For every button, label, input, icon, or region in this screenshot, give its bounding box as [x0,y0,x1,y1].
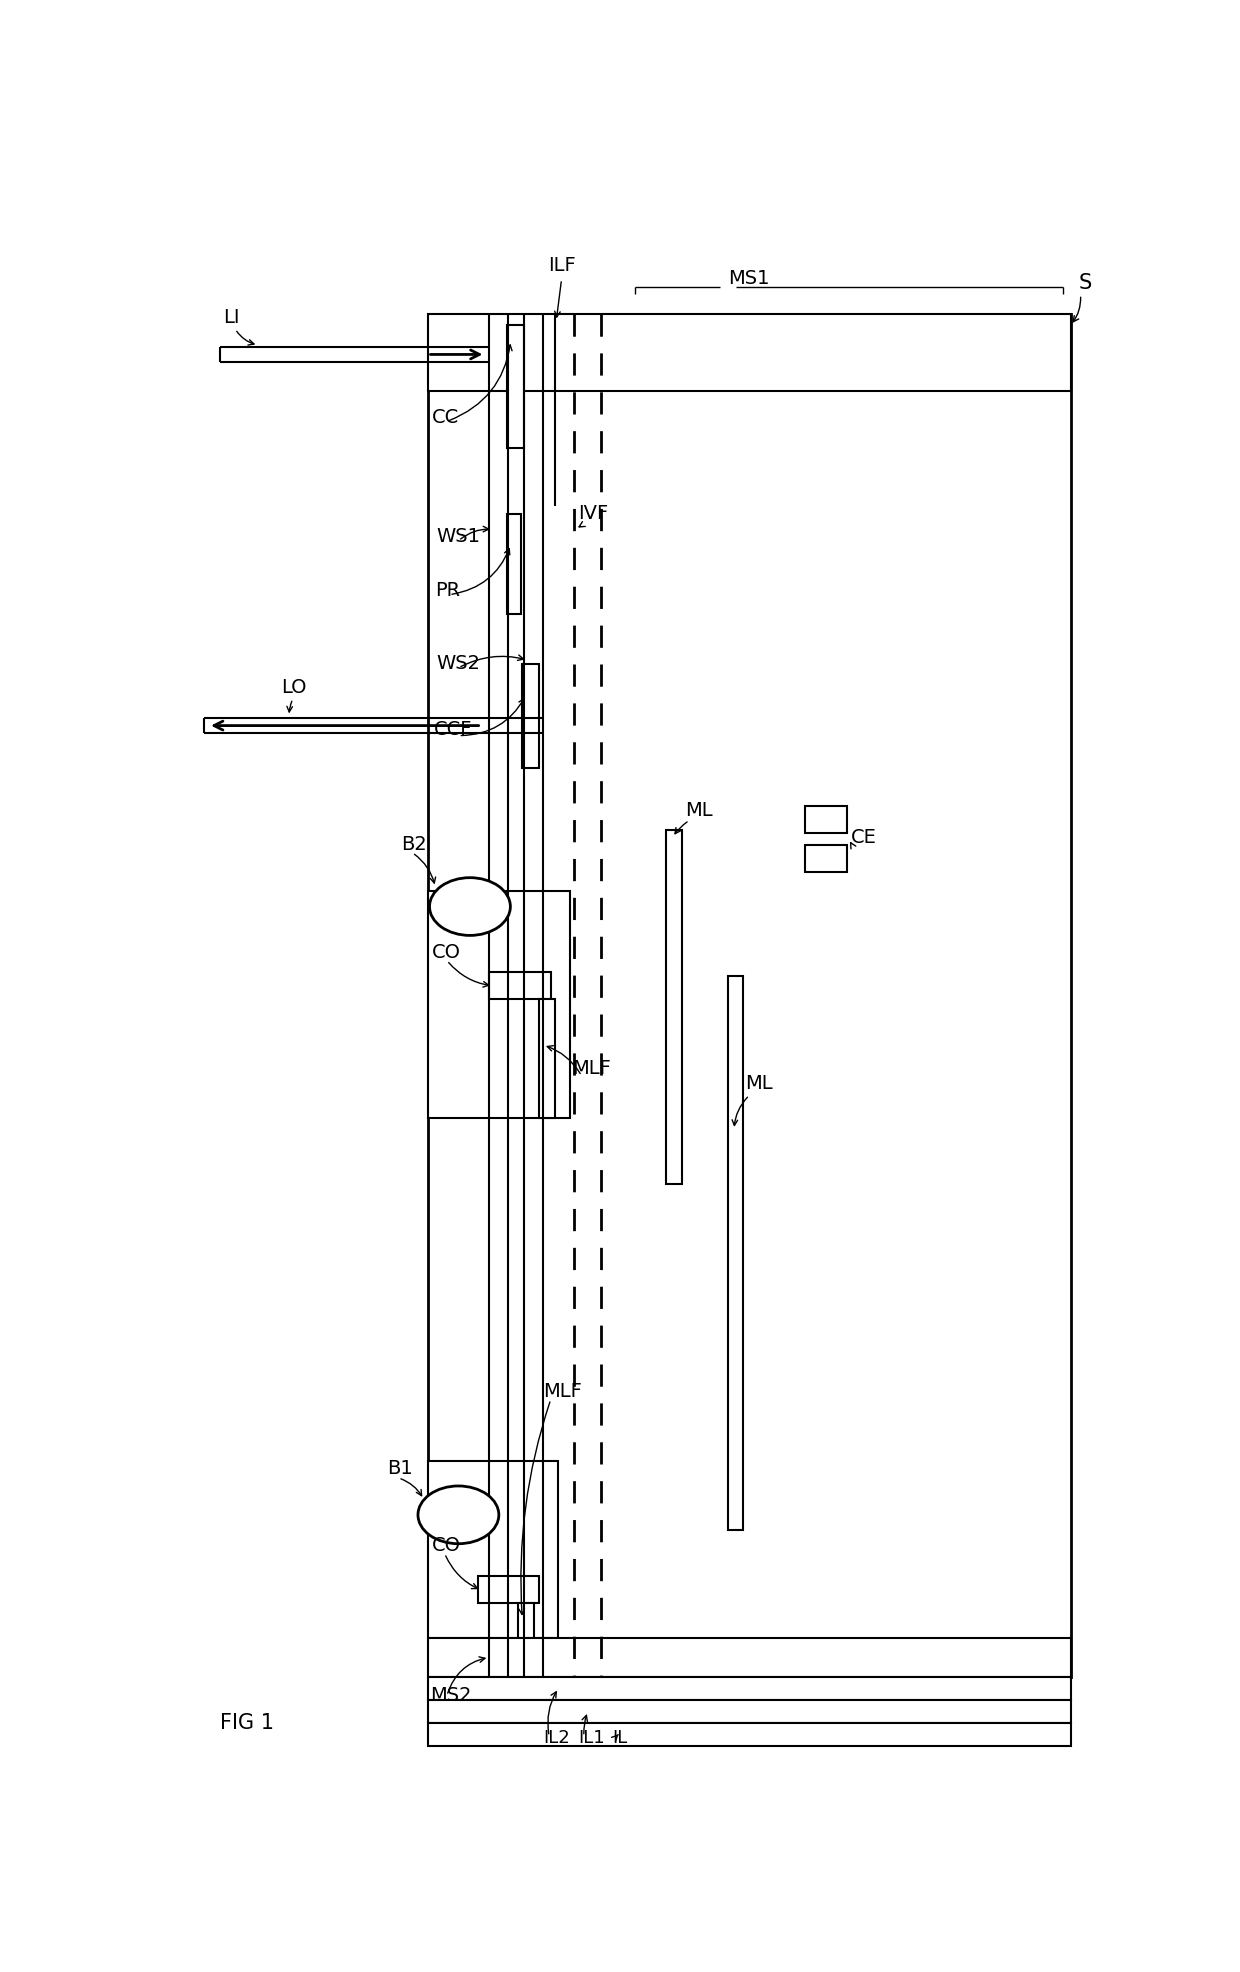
Text: CC: CC [432,408,459,428]
Bar [428,314,1070,1676]
Bar [428,1724,1070,1745]
Text: MS1: MS1 [728,270,769,288]
Text: IL2: IL2 [543,1729,570,1747]
Bar [666,830,682,1183]
Text: MLF: MLF [543,1382,582,1402]
Text: IL: IL [613,1729,627,1747]
Bar [490,972,551,1000]
Bar [518,1603,534,1639]
Bar [507,515,521,613]
Bar [805,807,847,834]
Text: CO: CO [432,1536,460,1556]
Bar [477,1576,539,1603]
Bar [428,891,570,1118]
Text: LI: LI [223,308,241,327]
Text: CE: CE [851,828,877,846]
Text: ILF: ILF [548,256,577,276]
Text: B2: B2 [401,836,427,854]
Bar [805,844,847,872]
Bar [522,665,539,767]
Text: CCF: CCF [434,720,472,740]
Ellipse shape [418,1487,498,1544]
Text: ML: ML [745,1075,773,1092]
Text: S: S [1079,272,1091,292]
Text: CO: CO [432,943,460,962]
Text: IL1: IL1 [578,1729,604,1747]
Text: MLF: MLF [573,1059,611,1079]
Bar [428,1461,558,1639]
Bar [428,1639,1070,1676]
Text: LO: LO [281,678,306,696]
Bar [539,1000,554,1118]
Ellipse shape [429,878,511,935]
Bar [507,325,523,448]
Text: B1: B1 [388,1459,413,1479]
Text: WS1: WS1 [436,527,481,546]
Bar [428,1700,1070,1724]
Text: FIG 1: FIG 1 [219,1714,274,1733]
Bar [428,1676,1070,1700]
Bar [428,314,1070,390]
Text: IVF: IVF [578,505,608,523]
Text: WS2: WS2 [436,655,481,674]
Text: MS2: MS2 [430,1686,471,1706]
Text: PR: PR [435,582,460,599]
Bar [728,976,743,1530]
Text: ML: ML [684,801,713,820]
